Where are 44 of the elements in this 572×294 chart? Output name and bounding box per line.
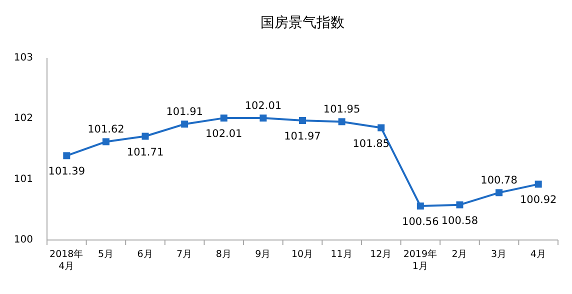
point [496,189,503,196]
x-tick-label: 9月 [255,249,272,260]
data-label: 101.71 [126,146,164,158]
data-label: 101.85 [352,138,390,150]
data-label: 101.97 [284,130,321,142]
y-tick-label: 103 [14,52,33,64]
data-label: 101.39 [48,166,86,178]
chart-title: 国房景气指数 [260,15,344,31]
x-tick-label: 12月 [370,249,392,260]
data-label: 100.56 [402,216,440,228]
x-tick-label: 8月 [216,249,232,260]
data-label: 100.78 [480,174,518,187]
data-label: 102.01 [206,128,242,140]
point [260,114,267,122]
point [102,138,110,146]
x-tick-label: 10月 [291,249,314,260]
point [181,120,188,128]
point [299,116,306,124]
data-label: 101.91 [166,106,203,118]
data-label: 100.58 [441,214,478,227]
data-label: 100.92 [520,194,557,206]
x-tick-label: 2018年 4月 [50,248,84,272]
point [416,202,424,210]
data-label: 101.62 [88,124,124,136]
point [142,132,149,140]
x-tick-label: 2月 [452,249,468,260]
y-tick-label: 102 [14,113,33,124]
x-tick-label: 5月 [98,249,114,260]
x-tick-label: 3月 [491,249,508,260]
x-tick-label: 7月 [176,249,193,260]
x-tick-label: 2019年 1月 [403,248,438,272]
y-tick-label: 101 [14,174,33,185]
x-tick-label: 4月 [530,249,546,260]
x-tick-label: 6月 [137,249,154,260]
point [220,114,228,122]
point [338,118,346,126]
point [63,152,70,160]
point [378,124,385,132]
data-label: 102.01 [244,100,282,112]
y-tick-label: 100 [14,234,33,246]
x-tick-label: 11月 [330,249,353,260]
point [534,180,542,188]
point [456,201,464,208]
data-label: 101.95 [323,104,360,116]
